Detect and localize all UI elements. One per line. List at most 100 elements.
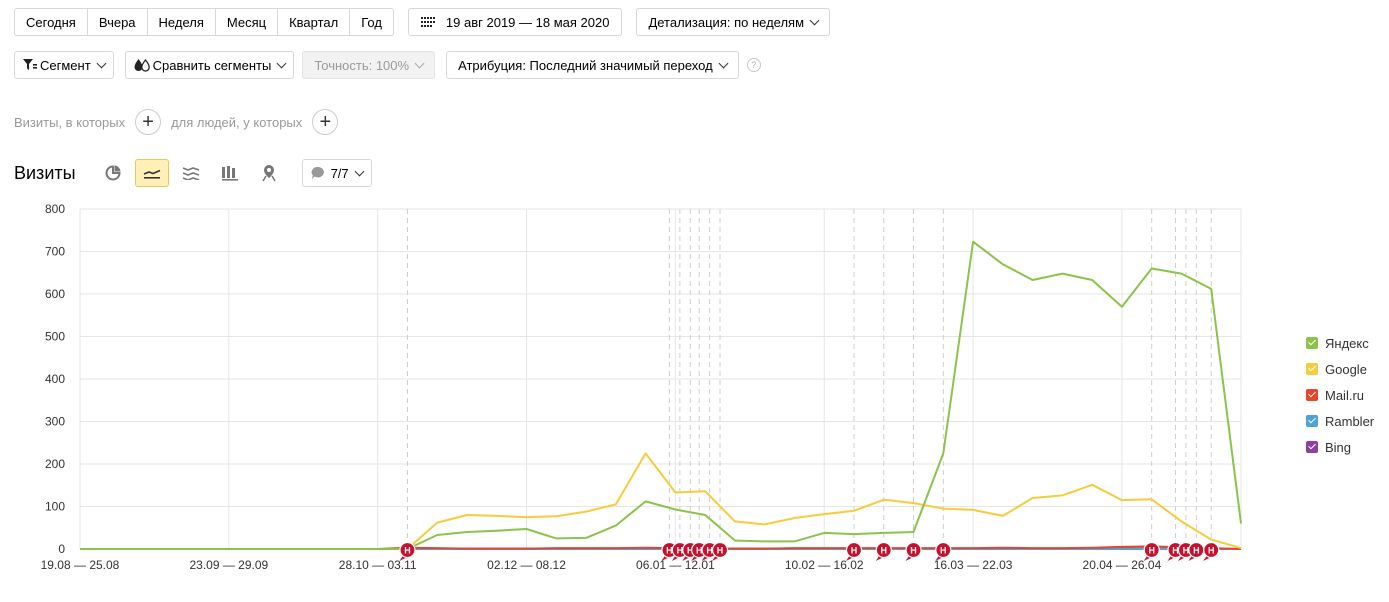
stacked-bar-chart-icon: [221, 166, 238, 181]
x-tick-label: 20.04 — 26.04: [1083, 558, 1162, 572]
annotation-label: Н: [706, 546, 713, 556]
y-tick-label: 700: [45, 245, 65, 259]
area-chart-button[interactable]: [174, 159, 208, 187]
stacked-bar-chart-button[interactable]: [213, 159, 247, 187]
legend-item-bing[interactable]: Bing: [1306, 434, 1374, 460]
attribution-dropdown[interactable]: Атрибуция: Последний значимый переход: [446, 51, 739, 79]
x-tick-label: 28.10 — 03.11: [339, 558, 417, 572]
legend-label: Google: [1325, 361, 1367, 377]
add-people-condition-button[interactable]: +: [312, 109, 339, 135]
legend-item-mailru[interactable]: Mail.ru: [1306, 382, 1374, 408]
chart-series: [80, 240, 1242, 550]
series-line-google: [80, 452, 1242, 550]
map-button[interactable]: [252, 159, 286, 187]
x-axis-ticks: 19.08 — 25.08 23.09 — 29.09 28.10 — 03.11 0…: [41, 558, 1162, 572]
legend-label: Mail.ru: [1325, 387, 1365, 403]
attribution-label: Атрибуция: Последний значимый переход: [458, 57, 713, 73]
visits-line-chart: 0 100 200 300 400 500 600 700 800 19.08 — 25.08 2…: [41, 202, 1242, 572]
period-month-button[interactable]: Месяц: [214, 8, 279, 36]
checkbox-icon[interactable]: [1306, 337, 1318, 349]
legend-item-yandex[interactable]: Яндекс: [1306, 330, 1374, 356]
period-week-button[interactable]: Неделя: [146, 8, 216, 36]
chevron-down-icon: [809, 15, 820, 25]
filter-icon: [23, 59, 37, 70]
annotation-label: Н: [851, 546, 858, 556]
segment-button[interactable]: Сегмент: [14, 51, 114, 79]
annotation-dot: [1203, 541, 1220, 559]
legend-label: Яндекс: [1325, 335, 1369, 351]
y-tick-label: 300: [45, 415, 65, 429]
annotation-dot: [845, 541, 863, 559]
detail-label: Детализация: по неделям: [648, 14, 805, 30]
annotation-marker: Н: [1203, 541, 1220, 561]
annotations-count: 7/7: [330, 165, 349, 181]
chevron-down-icon: [718, 58, 729, 68]
period-yesterday-button[interactable]: Вчера: [86, 8, 148, 36]
x-tick-label: 06.01 — 12.01: [636, 558, 715, 572]
annotation-marker: Н: [905, 541, 922, 561]
chevron-down-icon: [414, 58, 425, 68]
annotation-label: Н: [696, 546, 703, 556]
annotation-marker: Н: [935, 541, 952, 561]
accuracy-label: Точность: 100%: [314, 57, 410, 73]
checkbox-icon[interactable]: [1306, 389, 1318, 401]
segment-label: Сегмент: [40, 57, 91, 73]
x-tick-label: 23.09 — 29.09: [189, 558, 268, 572]
annotations-dropdown[interactable]: 7/7: [301, 159, 372, 187]
annotation-label: Н: [666, 546, 673, 556]
annotation-label: Н: [717, 546, 724, 556]
annotation-dot: [905, 541, 922, 559]
filters-toolbar: Сегмент Сравнить сегменты Точность: 100%…: [14, 51, 761, 79]
annotation-dot: [875, 541, 892, 559]
checkbox-icon[interactable]: [1306, 363, 1318, 375]
annotation-label: Н: [687, 546, 694, 556]
map-pin-icon: [261, 165, 276, 182]
visits-condition-label: Визиты, в которых: [14, 114, 126, 130]
line-chart-button[interactable]: [134, 159, 169, 187]
pie-chart-icon: [105, 165, 121, 181]
x-tick-label: 02.12 — 08.12: [487, 558, 566, 572]
compare-segments-button[interactable]: Сравнить сегменты: [124, 51, 295, 79]
annotation-marker: Н: [875, 541, 892, 561]
date-range-button[interactable]: 19 авг 2019 — 18 мая 2020: [407, 8, 623, 36]
annotation-label: Н: [1183, 546, 1190, 556]
period-quarter-button[interactable]: Квартал: [277, 8, 351, 36]
annotation-marker: Н: [399, 541, 416, 561]
period-year-button[interactable]: Год: [349, 8, 394, 36]
chevron-down-icon: [354, 166, 365, 176]
annotation-label: Н: [940, 546, 947, 556]
y-tick-label: 600: [45, 287, 65, 301]
chart-legend: Яндекс Google Mail.ru Rambler Bing: [1306, 330, 1374, 460]
annotation-label: Н: [881, 546, 888, 556]
help-icon[interactable]: ?: [746, 58, 761, 72]
detail-dropdown[interactable]: Детализация: по неделям: [636, 8, 831, 36]
add-visit-condition-button[interactable]: +: [135, 109, 162, 135]
pie-chart-button[interactable]: [96, 159, 130, 187]
checkbox-icon[interactable]: [1306, 415, 1318, 427]
accuracy-dropdown[interactable]: Точность: 100%: [302, 51, 436, 79]
date-range-label: 19 авг 2019 — 18 мая 2020: [445, 14, 610, 30]
y-tick-label: 500: [45, 330, 65, 344]
period-toolbar: Сегодня Вчера Неделя Месяц Квартал Год 1…: [14, 8, 831, 36]
legend-item-rambler[interactable]: Rambler: [1306, 408, 1374, 434]
y-tick-label: 100: [45, 500, 65, 514]
chart-title: Визиты: [14, 162, 76, 183]
annotation-marker: Н: [711, 541, 729, 561]
legend-item-google[interactable]: Google: [1306, 356, 1374, 382]
annotation-marker: Н: [1188, 541, 1205, 561]
annotation-label: Н: [1172, 546, 1179, 556]
legend-label: Bing: [1325, 439, 1352, 455]
annotation-label: Н: [1148, 546, 1155, 556]
annotation-dot: [711, 541, 729, 559]
annotation-dot: [399, 541, 416, 559]
y-tick-label: 200: [45, 457, 65, 471]
calendar-icon: [420, 17, 435, 27]
chart-grid: [79, 208, 1242, 550]
checkbox-icon[interactable]: [1306, 441, 1318, 453]
compare-drops-icon: [134, 58, 150, 72]
annotation-label: Н: [1208, 546, 1215, 556]
annotation-label: Н: [677, 546, 684, 556]
period-today-button[interactable]: Сегодня: [14, 8, 88, 36]
compare-segments-label: Сравнить сегменты: [152, 57, 272, 73]
